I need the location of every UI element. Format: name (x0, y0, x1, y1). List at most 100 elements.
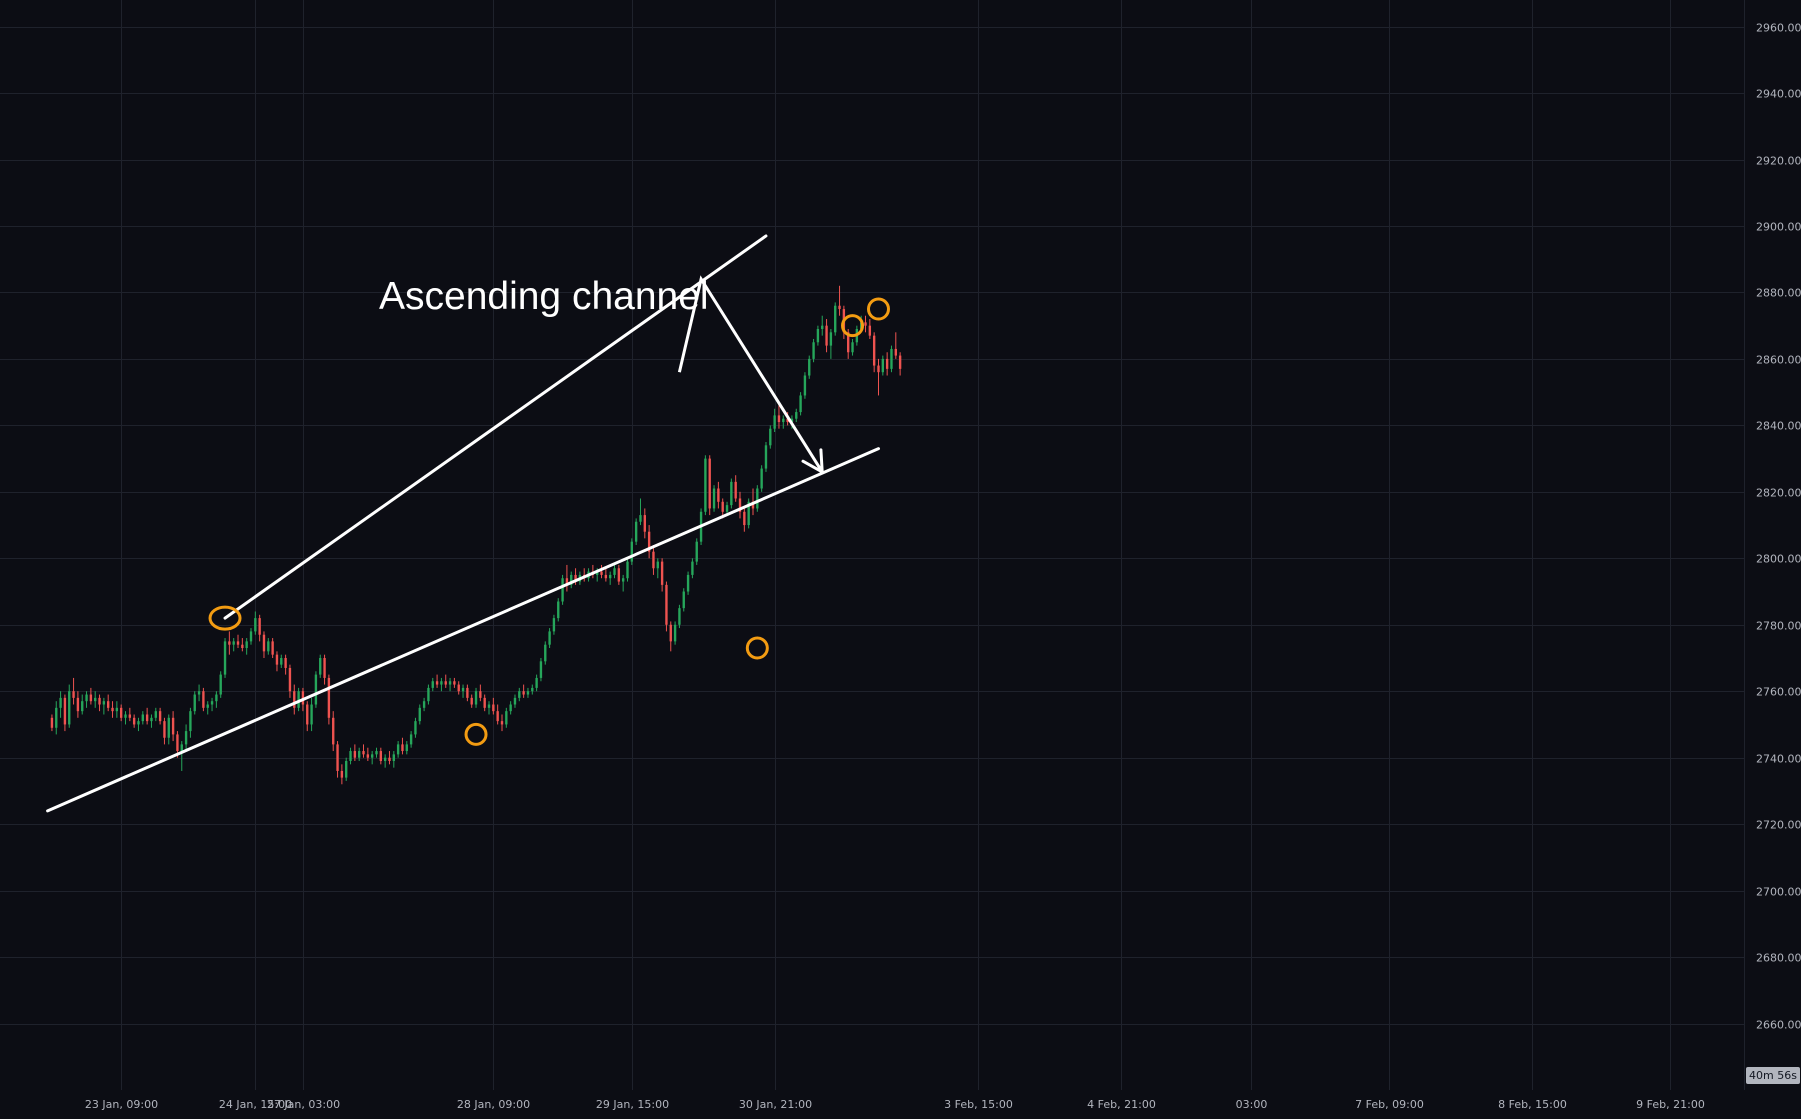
candle-body (262, 634, 266, 652)
candle (799, 392, 802, 416)
candle-body (608, 574, 612, 579)
candle (829, 328, 833, 359)
candle (288, 664, 292, 698)
candle-body (466, 687, 469, 698)
candle (327, 674, 331, 725)
candle (548, 628, 551, 649)
candle-body (145, 714, 149, 722)
touch-marker (841, 314, 865, 338)
candle-body (314, 674, 318, 705)
candle (258, 614, 261, 642)
candle (513, 694, 517, 708)
candle (314, 671, 318, 708)
candle (345, 757, 348, 781)
countdown-text: 40m 56s (1749, 1069, 1797, 1082)
candle-body (202, 691, 205, 708)
candle-body (721, 501, 724, 512)
candle (370, 751, 374, 765)
candle (544, 641, 547, 665)
candle-body (834, 305, 837, 333)
candle (457, 681, 460, 695)
candle-body (94, 697, 97, 702)
candle-body (557, 601, 560, 619)
candle-body (686, 574, 690, 592)
candle-body (50, 717, 54, 728)
candle (111, 701, 114, 718)
candle (600, 564, 603, 579)
candle-body (180, 744, 183, 752)
candle (821, 315, 824, 336)
candle-body (154, 711, 157, 718)
candle (647, 525, 651, 559)
candle (885, 352, 889, 376)
candle-body (600, 571, 603, 575)
time-tick-label: 4 Feb, 21:00 (1087, 1098, 1156, 1111)
candle-body (124, 714, 127, 718)
candle-body (518, 691, 521, 698)
price-tick-label: 2840.00 (1756, 420, 1801, 433)
candle (851, 338, 854, 356)
candle-body (881, 358, 885, 373)
candle-body (444, 681, 447, 685)
candle-body (461, 687, 465, 692)
candle-body (323, 657, 326, 678)
touch-marker (208, 605, 242, 631)
candle (50, 714, 54, 732)
candle (695, 538, 698, 565)
time-tick-label: 03:00 (1236, 1098, 1268, 1111)
candle-body (808, 358, 811, 376)
candle-body (786, 418, 789, 423)
candle-body (115, 707, 119, 712)
candle-body (236, 641, 240, 645)
candle (414, 717, 417, 738)
countdown-badge: 40m 56s (1746, 1067, 1800, 1084)
candle (388, 751, 391, 765)
time-tick-label: 3 Feb, 15:00 (944, 1098, 1013, 1111)
candle-body (777, 415, 781, 423)
candle-body (258, 618, 261, 635)
candle-body (474, 691, 478, 705)
candle (440, 677, 443, 692)
candle (898, 352, 902, 376)
candle-body (890, 348, 893, 369)
candle (634, 518, 638, 545)
candle (448, 677, 452, 692)
candle-body (448, 681, 452, 685)
touch-marker (464, 722, 488, 746)
candle-body (704, 458, 707, 512)
candle (310, 697, 313, 732)
time-tick-label: 27 Jan, 03:00 (267, 1098, 340, 1111)
candle-body (613, 568, 616, 575)
candle (275, 651, 279, 672)
candle-body (864, 322, 867, 326)
candle (158, 707, 162, 725)
candle-body (215, 694, 218, 702)
candle-body (730, 481, 733, 506)
candle-body (141, 714, 144, 722)
candle (280, 654, 283, 668)
candle (228, 631, 231, 655)
candle-body (851, 342, 854, 353)
candle (518, 687, 521, 702)
candle-body (760, 468, 763, 489)
channel-lower-line (46, 447, 880, 813)
price-axis[interactable]: 2660.00 2680.00 2700.00 2720.00 2740.00 2760.… (1744, 0, 1801, 1090)
candle (838, 285, 841, 316)
candle-body (626, 561, 629, 579)
candle (552, 614, 556, 635)
touch-marker (745, 636, 769, 660)
price-tick-label: 2920.00 (1756, 155, 1801, 168)
candle-body (184, 731, 188, 745)
candle-body (596, 571, 599, 575)
candle-body (81, 701, 84, 712)
candle (526, 687, 530, 698)
candle-body (795, 412, 798, 419)
candle-body (119, 707, 123, 718)
candle (319, 654, 322, 678)
candle-body (306, 704, 309, 725)
candle-body (790, 418, 794, 423)
price-tick-label: 2680.00 (1756, 952, 1801, 965)
